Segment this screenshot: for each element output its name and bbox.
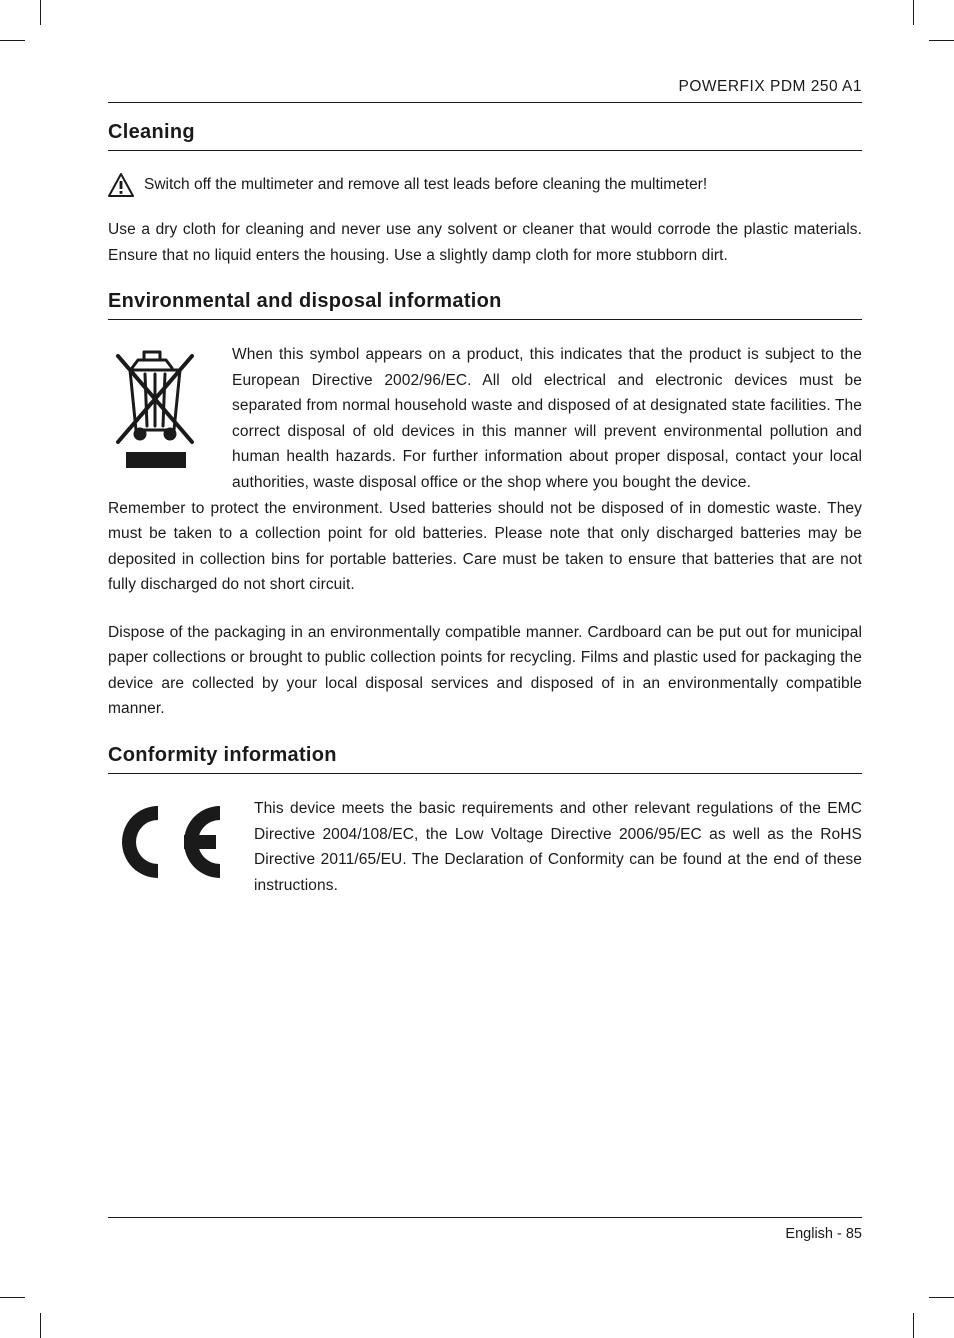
weee-icon — [108, 342, 204, 495]
environmental-p2: Remember to protect the environment. Use… — [108, 496, 862, 598]
warning-notice: Switch off the multimeter and remove all… — [108, 173, 862, 197]
page: POWERFIX PDM 250 A1 Cleaning Switch off … — [0, 0, 954, 1338]
weee-block: When this symbol appears on a product, t… — [108, 342, 862, 495]
page-footer: English - 85 — [108, 1217, 862, 1242]
section-title-environmental: Environmental and disposal information — [108, 290, 862, 320]
crop-mark — [913, 0, 914, 25]
cleaning-body: Use a dry cloth for cleaning and never u… — [108, 217, 862, 268]
section-title-cleaning: Cleaning — [108, 121, 862, 151]
crop-mark — [929, 1297, 954, 1298]
section-title-conformity: Conformity information — [108, 744, 862, 774]
crop-mark — [0, 40, 25, 41]
crop-mark — [40, 1313, 41, 1338]
running-head: POWERFIX PDM 250 A1 — [108, 78, 862, 103]
environmental-p1: When this symbol appears on a product, t… — [232, 342, 862, 495]
ce-icon — [108, 796, 226, 898]
ce-block: This device meets the basic requirements… — [108, 796, 862, 898]
conformity-p1: This device meets the basic requirements… — [254, 796, 862, 898]
crop-mark — [913, 1313, 914, 1338]
crop-mark — [40, 0, 41, 25]
warning-text: Switch off the multimeter and remove all… — [144, 176, 707, 194]
crop-mark — [929, 40, 954, 41]
environmental-p3: Dispose of the packaging in an environme… — [108, 620, 862, 722]
warning-icon — [108, 173, 134, 197]
crop-mark — [0, 1297, 25, 1298]
